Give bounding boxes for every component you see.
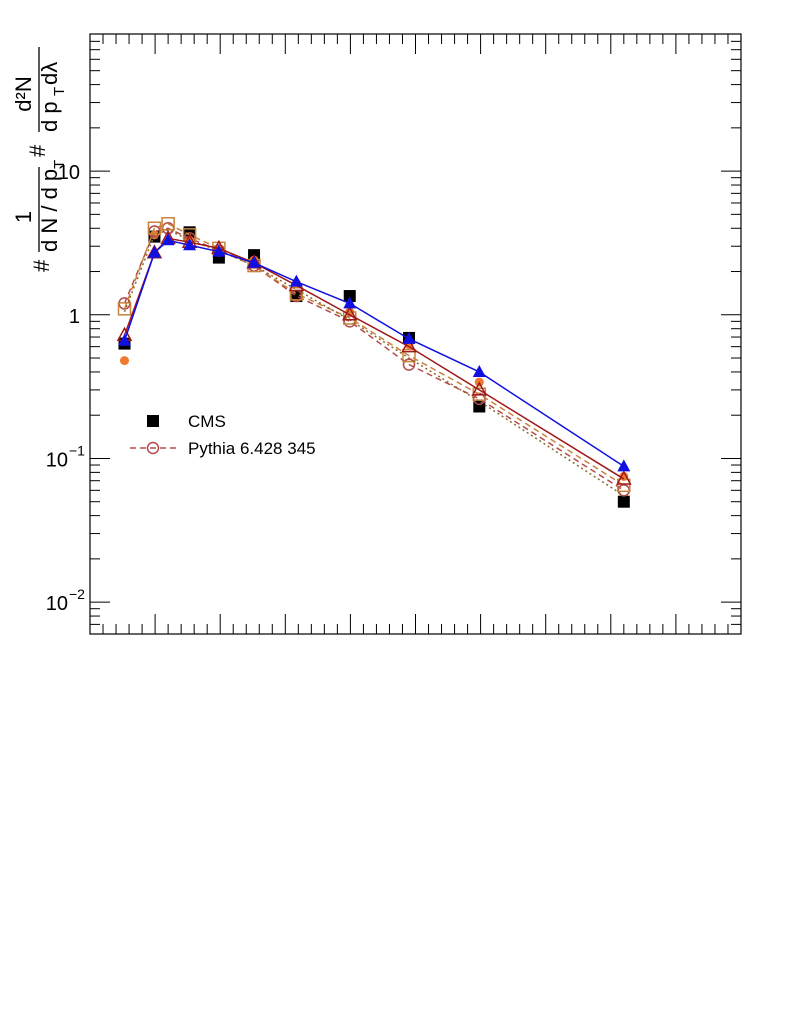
y-tick-label: 10 −1: [46, 442, 85, 471]
data-point: [161, 217, 175, 231]
y-label-frac2-numerator: d²N: [11, 76, 36, 111]
data-point: [402, 348, 416, 363]
y-tick-label: 10 −2: [46, 586, 85, 615]
legend-marker: [147, 415, 159, 427]
data-point: [617, 459, 631, 472]
data-point: [147, 245, 161, 258]
y-tick-label-value: 10: [58, 162, 80, 184]
legend-entry: CMS: [147, 412, 226, 431]
data-point: [343, 296, 357, 309]
legend-entry: Pythia 6.428 345: [130, 439, 316, 458]
data-point: [289, 287, 304, 301]
legend: CMS Pythia 6.428 345: [130, 412, 316, 458]
data-point: [212, 244, 226, 257]
legend-label: CMS: [188, 412, 226, 431]
y-tick-label-value: 1: [69, 306, 80, 328]
data-point: [289, 274, 303, 287]
y-label-frac2-denominator: d p: [37, 101, 62, 132]
data-point: [247, 255, 261, 268]
y-tick-label-base: 10: [46, 593, 68, 615]
data-point: [472, 364, 486, 377]
data-point: [341, 306, 358, 321]
data-point: [120, 356, 130, 366]
data-point: [402, 358, 416, 371]
y-tick-label-base: 10: [46, 449, 68, 471]
y-label-frac1-denominator: d N / d p: [37, 169, 62, 252]
data-point: [617, 484, 631, 497]
data-point: [616, 470, 632, 485]
data-point: [161, 233, 175, 246]
y-label-mid-hash: #: [25, 144, 50, 157]
data-point: [471, 381, 488, 396]
data-point: [343, 290, 356, 303]
data-point: [401, 338, 417, 353]
data-point: [183, 238, 197, 251]
data-point: [402, 331, 416, 344]
plot-frame: [89, 33, 742, 635]
y-label-left-hash: #: [29, 259, 54, 272]
y-axis-label: # 1 d N / d p T # d²N d p T dλ: [11, 47, 68, 272]
data-point: [117, 302, 132, 316]
legend-marker: [146, 441, 160, 455]
data-point: [617, 478, 631, 493]
legend-label: Pythia 6.428 345: [188, 439, 316, 458]
series-6: [118, 233, 631, 472]
y-tick-label-exponent: −2: [69, 586, 85, 602]
data-point: [147, 221, 162, 236]
y-tick-label: 10: [58, 162, 80, 184]
y-tick-label: 1: [69, 306, 80, 328]
y-label-frac2-sub: T: [51, 87, 68, 96]
data-point: [118, 333, 132, 346]
series-0: [118, 226, 630, 508]
y-label-frac2-suffix: dλ: [37, 62, 62, 85]
y-label-frac1-numerator: 1: [11, 211, 36, 223]
y-label-frac1-sub: T: [51, 160, 68, 169]
axis-ticks: [89, 33, 742, 635]
series-layer: [116, 217, 632, 508]
data-point: [617, 495, 630, 508]
y-tick-label-exponent: −1: [69, 442, 85, 458]
